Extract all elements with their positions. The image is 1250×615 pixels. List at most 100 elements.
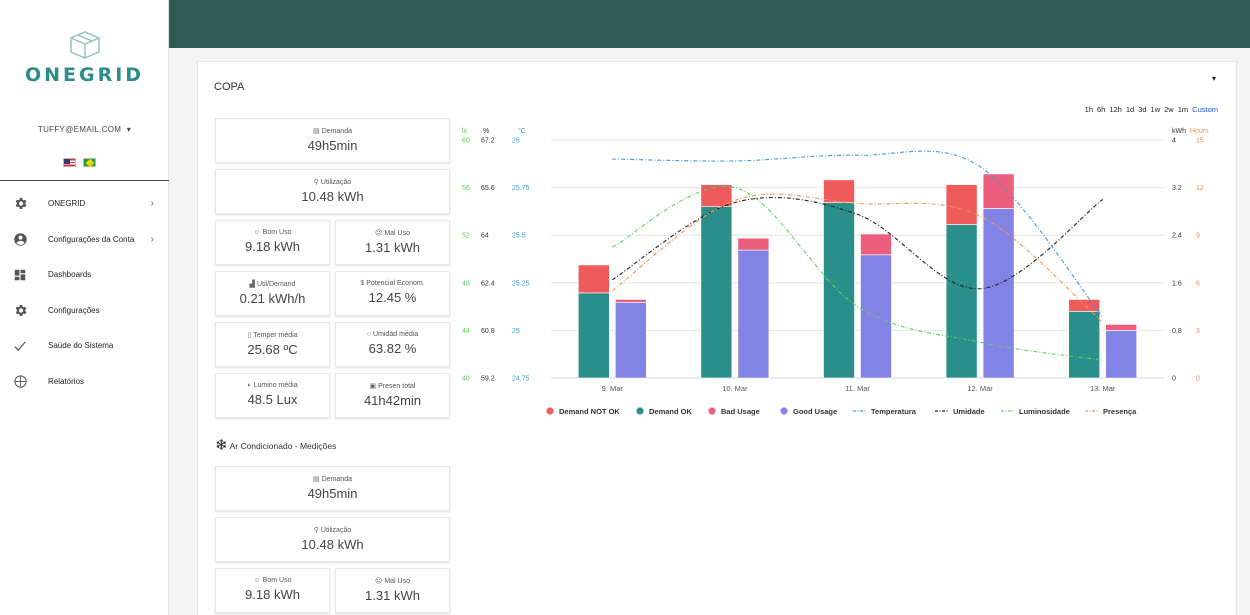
x-tick-label: 10. Mar [722, 384, 748, 393]
bar-chart-icon: ▟ [249, 281, 255, 288]
time-range-6h[interactable]: 6h [1097, 105, 1106, 114]
kpi-value: 9.18 kWh [245, 239, 300, 254]
brazil-flag-icon[interactable] [83, 158, 96, 167]
globe-icon [12, 373, 28, 389]
legend-label: Bad Usage [721, 407, 760, 416]
kpi-umidad-media: ○ Umidad média 63.82 % [335, 322, 450, 367]
time-range-selector: 1h 6h 12h 1d 3d 1w 2w 1m Custom [1085, 105, 1218, 114]
section-title: ❄ Ar Condicionado - Medições [215, 438, 336, 453]
bar-bad-usage [737, 237, 770, 251]
x-tick-label: 13. Mar [1090, 384, 1116, 393]
chevron-right-icon: › [150, 233, 154, 245]
bar-demand-ok [823, 202, 855, 379]
chart-svg: lx404448525660%59.260.862.46465.667.2°C2… [462, 127, 1209, 416]
kpi-label: Mal Uso [384, 230, 410, 237]
kpi-utilizacao: ⚲ Utilização 10.48 kWh [215, 517, 450, 562]
sidebar-item-account-settings[interactable]: Configurações da Conta › [0, 222, 169, 258]
kpi-demanda: ▤ Demanda 49h5min [215, 466, 450, 511]
legend-label: Luminosidade [1019, 407, 1070, 416]
kpi-label: Mal Uso [384, 578, 410, 585]
kpi-value: 1.31 kWh [365, 240, 420, 255]
kpi-label: Utilização [320, 527, 352, 534]
axis-tick-label: 3.2 [1172, 185, 1182, 192]
time-range-2w[interactable]: 2w [1164, 105, 1174, 114]
axis-tick-label: 44 [462, 328, 470, 335]
axis-tick-label: 0.8 [1172, 328, 1182, 335]
axis-tick-label: 60 [462, 138, 470, 145]
logo[interactable]: ONEGRID [0, 30, 169, 86]
time-range-12h[interactable]: 12h [1109, 105, 1122, 114]
kpi-value: 63.82 % [368, 341, 417, 356]
axis-tick-label: 67.2 [481, 138, 495, 145]
kpi-value: 10.48 kWh [301, 189, 364, 204]
axis-tick-label: 2.4 [1172, 233, 1182, 240]
sidebar-item-system-health[interactable]: Saúde do Sistema [0, 328, 169, 364]
bar-good-usage [737, 249, 770, 379]
axis-tick-label: 6 [1196, 280, 1200, 287]
smile-icon: ☺ [253, 229, 261, 236]
axis-tick-label: 25.5 [512, 233, 526, 240]
legend-label: Demand NOT OK [559, 407, 620, 416]
dashboard-icon [12, 267, 28, 283]
axis-tick-label: 3 [1196, 328, 1200, 335]
axis-tick-label: 40 [462, 376, 470, 383]
line-temperatura [612, 150, 1104, 318]
axis-tick-label: 59.2 [481, 376, 495, 383]
axis-tick-label: 64 [481, 233, 489, 240]
sidebar-item-reports[interactable]: Relatórios [0, 364, 169, 400]
us-flag-icon[interactable] [63, 158, 76, 167]
kpi-label: Presen total [378, 383, 416, 390]
axis-unit-label: °C [518, 127, 526, 135]
time-range-1w[interactable]: 1w [1150, 105, 1161, 114]
bar-demand-not-ok [578, 264, 610, 294]
sidebar-item-label: ONEGRID [48, 199, 86, 209]
bar-good-usage [1105, 330, 1138, 379]
user-email: TUFFY@EMAIL.COM [37, 125, 122, 134]
dollar-icon: $ [360, 280, 365, 287]
thermometer-icon: ▯ [247, 332, 252, 339]
axis-tick-label: 25 [512, 328, 520, 335]
bar-demand-not-ok [1068, 299, 1101, 312]
time-range-1m[interactable]: 1m [1177, 105, 1189, 114]
axis-unit-label: % [483, 128, 489, 135]
time-range-3d[interactable]: 3d [1138, 105, 1147, 114]
kpi-lumino-media: ◐ Lumino média 48.5 Lux [215, 373, 330, 418]
axis-tick-label: 60.8 [481, 328, 495, 335]
kpi-value: 25.68 ºC [247, 342, 298, 357]
user-menu[interactable]: TUFFY@EMAIL.COM ▾ [0, 125, 169, 134]
sidebar-item-dashboards[interactable]: Dashboards [0, 257, 169, 293]
calendar-icon: ▤ [313, 476, 320, 483]
sidebar-item-onegrid[interactable]: ONEGRID › [0, 186, 169, 222]
time-range-custom[interactable]: Custom [1192, 105, 1218, 114]
bar-bad-usage [860, 233, 892, 256]
bar-good-usage [982, 208, 1015, 379]
card-menu-caret-icon[interactable]: ▾ [1211, 74, 1216, 83]
kpi-value: 1.31 kWh [365, 588, 420, 603]
language-selector [63, 158, 96, 167]
x-tick-label: 9. Mar [602, 384, 624, 393]
calendar-icon: ▤ [313, 128, 320, 135]
kpi-label: Lumino média [253, 382, 298, 389]
account-icon [12, 231, 28, 247]
time-range-1h[interactable]: 1h [1084, 105, 1093, 114]
kpi-value: 41h42min [363, 393, 422, 408]
legend-label: Demand OK [649, 407, 693, 416]
sidebar-item-settings[interactable]: Configurações [0, 293, 169, 329]
axis-tick-label: 12 [1196, 185, 1204, 192]
legend-label: Temperatura [871, 407, 917, 416]
line-luminosidade [612, 185, 1103, 361]
bar-demand-ok [945, 224, 978, 379]
axis-unit-label: lx [462, 128, 468, 135]
kpi-utilizacao: ⚲ Utilização 10.48 kWh [215, 169, 450, 214]
sidebar-item-label: Dashboards [48, 270, 92, 280]
legend-swatch [780, 407, 788, 415]
kpi-value: 9.18 kWh [245, 587, 300, 602]
axis-tick-label: 0 [1172, 376, 1176, 383]
kpi-mal-uso: ☹ Mal Uso 1.31 kWh [335, 220, 450, 265]
bar-bad-usage [615, 299, 647, 303]
kpi-label: Potencial Econom. [366, 280, 425, 287]
time-range-1d[interactable]: 1d [1125, 105, 1135, 114]
kpi-potencial-econom: $ Potencial Econom. 12.45 % [335, 271, 450, 316]
kpi-value: 48.5 Lux [247, 392, 298, 407]
kpi-label: Demanda [321, 476, 352, 483]
